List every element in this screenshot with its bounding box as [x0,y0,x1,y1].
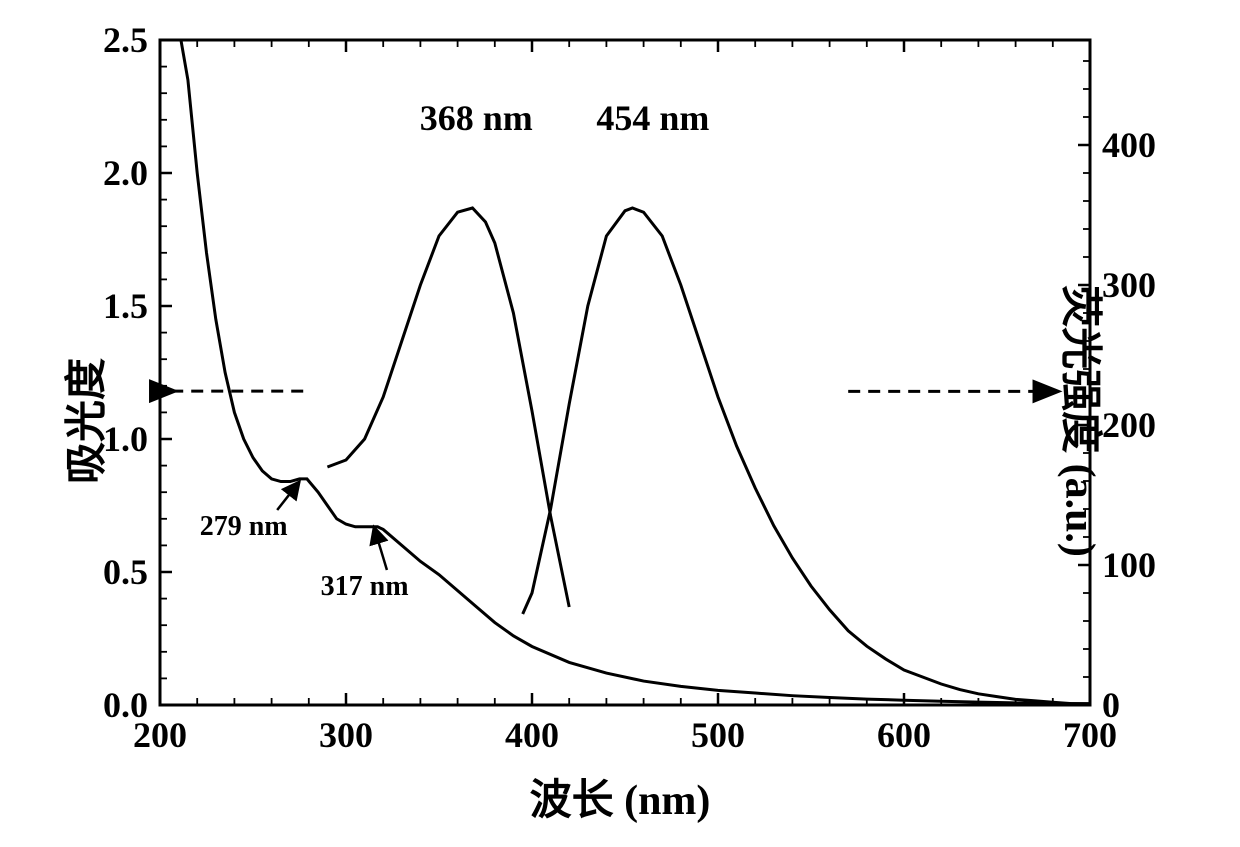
y-axis-right-label: 荧光强度 (a.u.) [1054,285,1115,557]
y-axis-left-label: 吸光度 [53,358,114,484]
svg-text:368 nm: 368 nm [420,98,533,138]
svg-text:0.0: 0.0 [103,685,148,725]
svg-text:317 nm: 317 nm [321,571,409,602]
svg-text:2.0: 2.0 [103,153,148,193]
svg-text:500: 500 [691,715,745,755]
x-axis-label: 波长 (nm) [530,766,711,827]
svg-text:2.5: 2.5 [103,20,148,60]
svg-text:400: 400 [505,715,559,755]
svg-text:454 nm: 454 nm [596,98,709,138]
chart-container: 2003004005006007000.00.51.01.52.02.50100… [0,0,1240,842]
svg-text:600: 600 [877,715,931,755]
svg-text:300: 300 [319,715,373,755]
svg-text:1.5: 1.5 [103,286,148,326]
svg-text:400: 400 [1102,125,1156,165]
svg-text:279 nm: 279 nm [200,511,288,542]
svg-text:0: 0 [1102,685,1120,725]
svg-text:0.5: 0.5 [103,552,148,592]
